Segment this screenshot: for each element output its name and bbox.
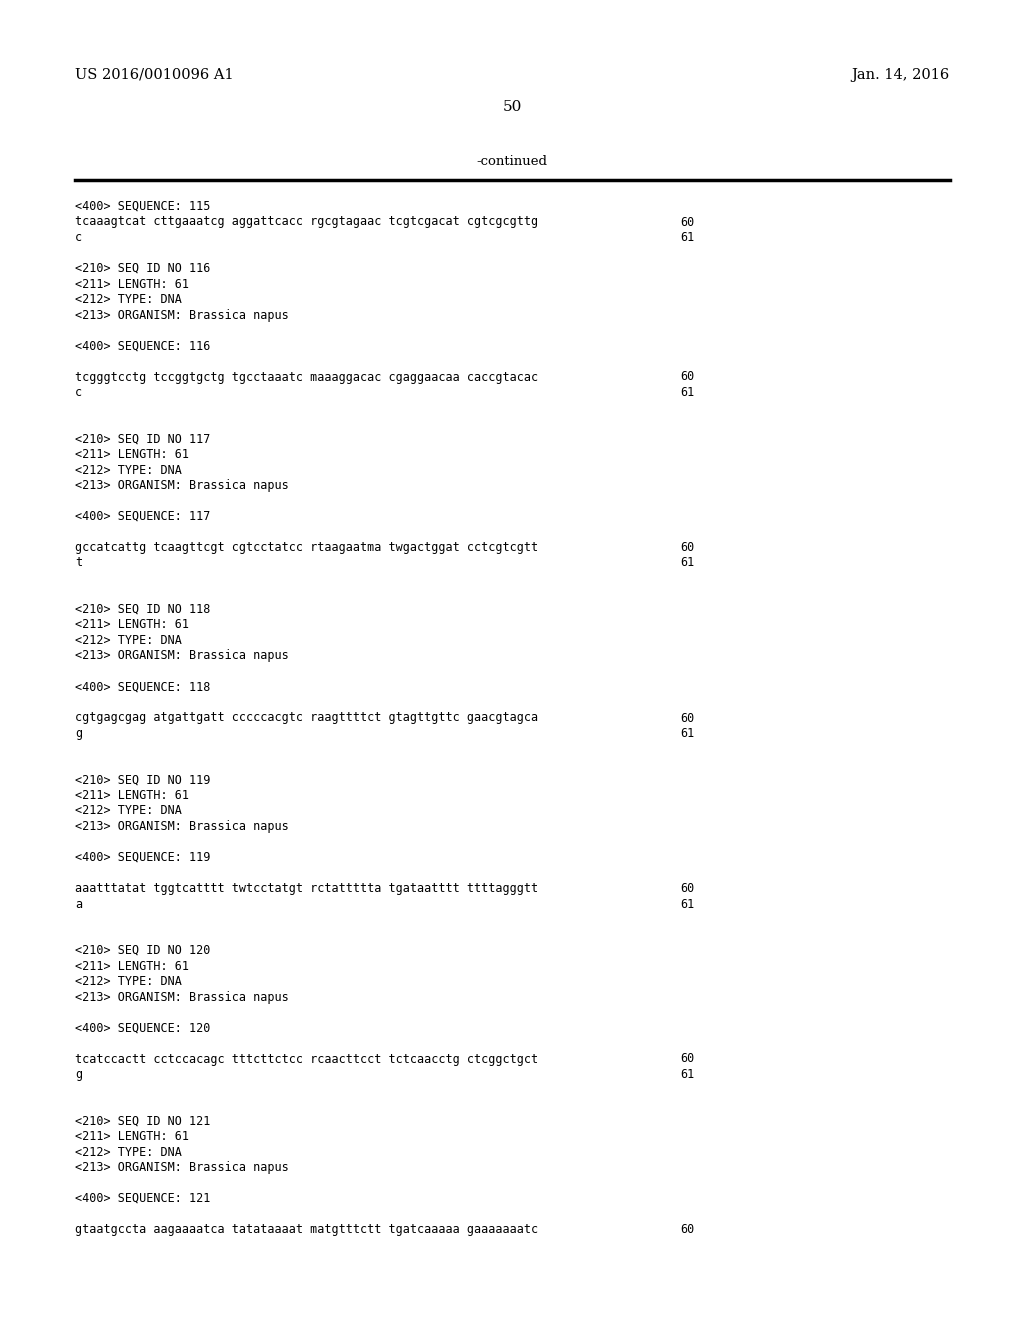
Text: 61: 61 bbox=[680, 1068, 694, 1081]
Text: <211> LENGTH: 61: <211> LENGTH: 61 bbox=[75, 1130, 189, 1143]
Text: 61: 61 bbox=[680, 727, 694, 741]
Text: gtaatgccta aagaaaatca tatataaaat matgtttctt tgatcaaaaa gaaaaaaatc: gtaatgccta aagaaaatca tatataaaat matgttt… bbox=[75, 1224, 539, 1236]
Text: <211> LENGTH: 61: <211> LENGTH: 61 bbox=[75, 447, 189, 461]
Text: tcatccactt cctccacagc tttcttctcc rcaacttcct tctcaacctg ctcggctgct: tcatccactt cctccacagc tttcttctcc rcaactt… bbox=[75, 1052, 539, 1065]
Text: 60: 60 bbox=[680, 882, 694, 895]
Text: 60: 60 bbox=[680, 1224, 694, 1236]
Text: 61: 61 bbox=[680, 385, 694, 399]
Text: <213> ORGANISM: Brassica napus: <213> ORGANISM: Brassica napus bbox=[75, 820, 289, 833]
Text: <212> TYPE: DNA: <212> TYPE: DNA bbox=[75, 293, 182, 306]
Text: <211> LENGTH: 61: <211> LENGTH: 61 bbox=[75, 789, 189, 803]
Text: <212> TYPE: DNA: <212> TYPE: DNA bbox=[75, 975, 182, 987]
Text: <210> SEQ ID NO 120: <210> SEQ ID NO 120 bbox=[75, 944, 210, 957]
Text: 60: 60 bbox=[680, 215, 694, 228]
Text: <210> SEQ ID NO 116: <210> SEQ ID NO 116 bbox=[75, 261, 210, 275]
Text: g: g bbox=[75, 1068, 82, 1081]
Text: <213> ORGANISM: Brassica napus: <213> ORGANISM: Brassica napus bbox=[75, 990, 289, 1003]
Text: 60: 60 bbox=[680, 371, 694, 384]
Text: 60: 60 bbox=[680, 1052, 694, 1065]
Text: 61: 61 bbox=[680, 898, 694, 911]
Text: <400> SEQUENCE: 117: <400> SEQUENCE: 117 bbox=[75, 510, 210, 523]
Text: <400> SEQUENCE: 120: <400> SEQUENCE: 120 bbox=[75, 1022, 210, 1035]
Text: aaatttatat tggtcatttt twtcctatgt rctattttta tgataatttt ttttagggtt: aaatttatat tggtcatttt twtcctatgt rctattt… bbox=[75, 882, 539, 895]
Text: <210> SEQ ID NO 119: <210> SEQ ID NO 119 bbox=[75, 774, 210, 787]
Text: <213> ORGANISM: Brassica napus: <213> ORGANISM: Brassica napus bbox=[75, 479, 289, 492]
Text: <212> TYPE: DNA: <212> TYPE: DNA bbox=[75, 463, 182, 477]
Text: <212> TYPE: DNA: <212> TYPE: DNA bbox=[75, 1146, 182, 1159]
Text: 61: 61 bbox=[680, 231, 694, 244]
Text: <210> SEQ ID NO 117: <210> SEQ ID NO 117 bbox=[75, 433, 210, 446]
Text: a: a bbox=[75, 898, 82, 911]
Text: 50: 50 bbox=[503, 100, 521, 114]
Text: <211> LENGTH: 61: <211> LENGTH: 61 bbox=[75, 960, 189, 973]
Text: <400> SEQUENCE: 116: <400> SEQUENCE: 116 bbox=[75, 339, 210, 352]
Text: US 2016/0010096 A1: US 2016/0010096 A1 bbox=[75, 69, 233, 82]
Text: <400> SEQUENCE: 121: <400> SEQUENCE: 121 bbox=[75, 1192, 210, 1205]
Text: 60: 60 bbox=[680, 711, 694, 725]
Text: tcgggtcctg tccggtgctg tgcctaaatc maaaggacac cgaggaacaa caccgtacac: tcgggtcctg tccggtgctg tgcctaaatc maaagga… bbox=[75, 371, 539, 384]
Text: <210> SEQ ID NO 121: <210> SEQ ID NO 121 bbox=[75, 1114, 210, 1127]
Text: c: c bbox=[75, 231, 82, 244]
Text: <211> LENGTH: 61: <211> LENGTH: 61 bbox=[75, 619, 189, 631]
Text: <212> TYPE: DNA: <212> TYPE: DNA bbox=[75, 804, 182, 817]
Text: <211> LENGTH: 61: <211> LENGTH: 61 bbox=[75, 277, 189, 290]
Text: <213> ORGANISM: Brassica napus: <213> ORGANISM: Brassica napus bbox=[75, 309, 289, 322]
Text: <400> SEQUENCE: 115: <400> SEQUENCE: 115 bbox=[75, 201, 210, 213]
Text: t: t bbox=[75, 557, 82, 569]
Text: tcaaagtcat cttgaaatcg aggattcacc rgcgtagaac tcgtcgacat cgtcgcgttg: tcaaagtcat cttgaaatcg aggattcacc rgcgtag… bbox=[75, 215, 539, 228]
Text: gccatcattg tcaagttcgt cgtcctatcc rtaagaatma twgactggat cctcgtcgtt: gccatcattg tcaagttcgt cgtcctatcc rtaagaa… bbox=[75, 541, 539, 554]
Text: <213> ORGANISM: Brassica napus: <213> ORGANISM: Brassica napus bbox=[75, 1162, 289, 1173]
Text: <400> SEQUENCE: 119: <400> SEQUENCE: 119 bbox=[75, 851, 210, 865]
Text: c: c bbox=[75, 385, 82, 399]
Text: <213> ORGANISM: Brassica napus: <213> ORGANISM: Brassica napus bbox=[75, 649, 289, 663]
Text: <210> SEQ ID NO 118: <210> SEQ ID NO 118 bbox=[75, 603, 210, 616]
Text: 60: 60 bbox=[680, 541, 694, 554]
Text: 61: 61 bbox=[680, 557, 694, 569]
Text: <400> SEQUENCE: 118: <400> SEQUENCE: 118 bbox=[75, 681, 210, 693]
Text: Jan. 14, 2016: Jan. 14, 2016 bbox=[852, 69, 950, 82]
Text: g: g bbox=[75, 727, 82, 741]
Text: <212> TYPE: DNA: <212> TYPE: DNA bbox=[75, 634, 182, 647]
Text: -continued: -continued bbox=[476, 154, 548, 168]
Text: cgtgagcgag atgattgatt cccccacgtc raagttttct gtagttgttc gaacgtagca: cgtgagcgag atgattgatt cccccacgtc raagttt… bbox=[75, 711, 539, 725]
